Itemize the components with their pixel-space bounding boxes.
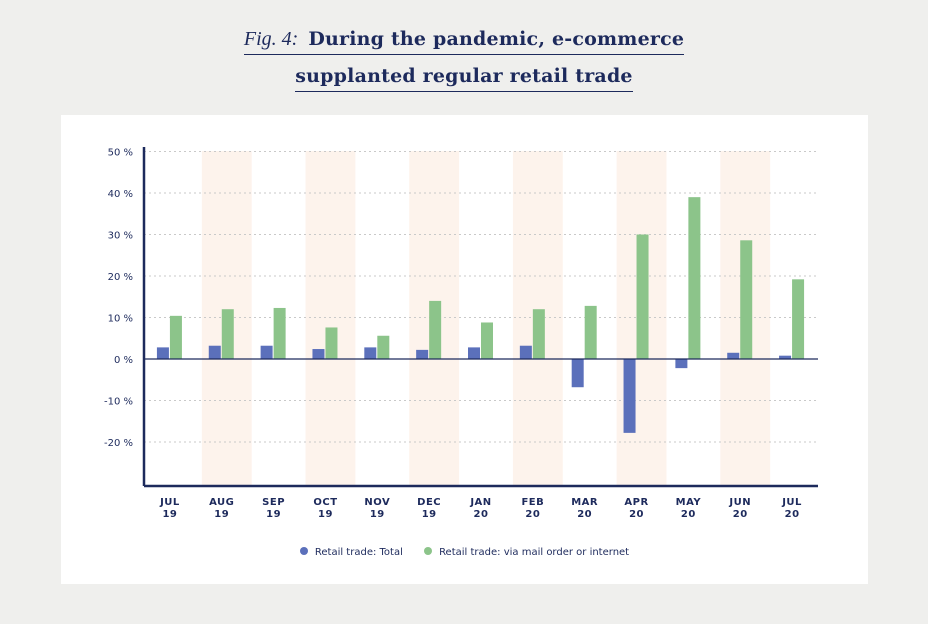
bar-total xyxy=(675,359,688,369)
x-tick-label-year: 20 xyxy=(785,509,800,520)
bar-online xyxy=(429,300,442,359)
y-tick-label: 40 % xyxy=(108,189,133,200)
x-tick-label-month: APR xyxy=(624,497,648,508)
legend-label-total: Retail trade: Total xyxy=(314,547,403,558)
legend-marker-total xyxy=(299,547,308,555)
x-tick-label-year: 19 xyxy=(422,509,437,520)
bar-total xyxy=(519,345,532,359)
y-tick-label: 10 % xyxy=(108,314,133,325)
x-tick-label-year: 20 xyxy=(681,509,696,520)
chart-card: 50 % 40 % 30 % 20 % 10 % 0 % -10 % -20 % JUL 19 AU… xyxy=(61,115,868,584)
x-tick-label-year: 19 xyxy=(370,509,385,520)
bar-online xyxy=(325,327,338,359)
x-tick-label-year: 20 xyxy=(474,509,489,520)
bar-online xyxy=(740,240,753,359)
title-line-2: supplanted regular retail trade xyxy=(295,61,633,92)
x-tick-label-month: AUG xyxy=(209,497,234,508)
legend-label-online: Retail trade: via mail order or internet xyxy=(439,547,630,558)
title-text-2: supplanted regular retail trade xyxy=(295,65,633,87)
bar-chart: 50 %40 %30 %20 %10 %0 %-10 %-20 %JUL19AU… xyxy=(104,147,818,520)
bar-total xyxy=(416,349,429,359)
bar-online xyxy=(377,335,390,359)
x-tick-label-year: 20 xyxy=(733,509,748,520)
x-tick-label-month: SEP xyxy=(262,497,285,508)
x-tick-label-year: 20 xyxy=(629,509,644,520)
bar-online xyxy=(792,279,805,359)
bar-total xyxy=(260,345,273,359)
bar-total xyxy=(779,355,792,359)
bar-online xyxy=(481,322,493,359)
bar-total xyxy=(727,352,740,359)
y-tick-label: -10 % xyxy=(104,397,133,408)
x-tick-label-year: 20 xyxy=(525,509,540,520)
legend-marker-online xyxy=(424,547,433,555)
y-tick-label: 0 % xyxy=(114,355,133,366)
bar-total xyxy=(364,347,377,359)
x-tick-label-month: MAR xyxy=(571,497,598,508)
bar-online xyxy=(169,315,182,359)
chart-legend: Retail trade: Total Retail trade: via ma… xyxy=(61,547,868,558)
x-tick-label-month: NOV xyxy=(364,497,390,508)
y-tick-label: 50 % xyxy=(108,148,133,159)
bar-total xyxy=(156,347,169,359)
x-tick-label-year: 19 xyxy=(214,509,229,520)
x-tick-label-year: 19 xyxy=(318,509,333,520)
bar-total xyxy=(623,359,636,433)
x-tick-label-month: JAN xyxy=(469,497,491,508)
bar-online xyxy=(636,234,649,359)
legend-item-total: Retail trade: Total xyxy=(299,547,403,558)
y-tick-label: 20 % xyxy=(108,272,133,283)
x-tick-label-month: FEB xyxy=(521,497,544,508)
x-tick-label-year: 19 xyxy=(266,509,281,520)
x-tick-label-year: 20 xyxy=(577,509,592,520)
bar-online xyxy=(273,307,286,359)
bar-online xyxy=(688,197,701,359)
x-tick-label-year: 19 xyxy=(162,509,177,520)
x-tick-label-month: DEC xyxy=(417,497,441,508)
bar-total xyxy=(468,347,480,359)
title-line-1: Fig. 4: During the pandemic, e-commerce xyxy=(243,24,685,55)
x-tick-label-month: JUN xyxy=(728,497,751,508)
legend-item-online: Retail trade: via mail order or internet xyxy=(424,547,629,558)
figure-title: Fig. 4: During the pandemic, e-commerce s… xyxy=(0,24,928,98)
bar-total xyxy=(312,349,325,359)
bar-total xyxy=(571,359,584,388)
x-tick-label-month: OCT xyxy=(313,497,337,508)
y-tick-label: -20 % xyxy=(104,438,133,449)
bar-online xyxy=(584,305,597,359)
bar-total xyxy=(208,345,221,359)
figure-label: Fig. 4: xyxy=(243,28,299,50)
x-tick-label-month: JUL xyxy=(781,497,802,508)
x-tick-label-month: MAY xyxy=(676,497,702,508)
bar-online xyxy=(221,309,234,359)
title-text-1: During the pandemic, e-commerce xyxy=(308,28,685,50)
shaded-column xyxy=(305,151,356,486)
bar-online xyxy=(532,309,545,359)
y-tick-label: 30 % xyxy=(108,231,133,242)
x-tick-label-month: JUL xyxy=(159,497,180,508)
